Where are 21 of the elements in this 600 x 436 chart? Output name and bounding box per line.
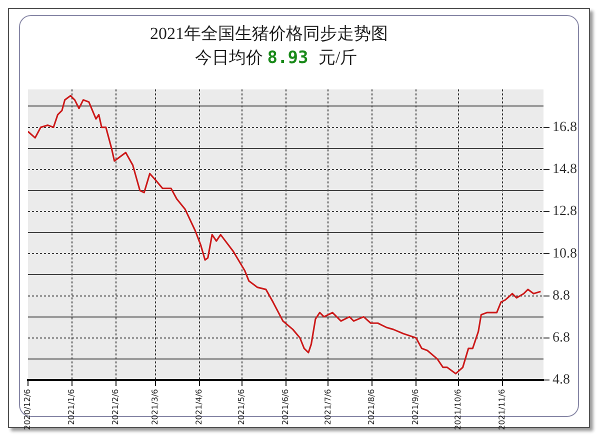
x-tick-label: 2021/5/6 — [236, 388, 246, 425]
y-tick-label: 6.8 — [552, 330, 570, 346]
x-tick-label: 2021/6/6 — [280, 388, 290, 425]
x-tick-label: 2021/3/6 — [150, 388, 160, 425]
y-tick-label: 14.8 — [552, 162, 577, 178]
x-tick-label: 2020/12/6 — [23, 388, 32, 430]
y-tick-label: 10.8 — [552, 246, 577, 262]
x-tick-label: 2021/9/6 — [411, 388, 420, 425]
y-tick-label: 16.8 — [552, 120, 577, 135]
y-tick-label: 8.8 — [552, 288, 570, 304]
y-tick-label: 12.8 — [552, 204, 577, 220]
x-tick-label: 2021/10/6 — [454, 388, 463, 430]
x-tick-label: 2021/2/6 — [110, 388, 120, 425]
x-tick-label: 2021/11/6 — [498, 388, 507, 430]
y-tick-label: 4.8 — [552, 372, 570, 388]
x-tick-label: 2021/1/6 — [66, 388, 76, 425]
x-tick-label: 2021/7/6 — [323, 388, 332, 425]
x-tick-label: 2021/8/6 — [367, 388, 376, 425]
chart-subtitle: 今日均价 8.93 元/斤 — [195, 48, 358, 68]
x-tick-label: 2021/4/6 — [194, 388, 204, 425]
chart-title: 2021年全国生猪价格同步走势图 — [150, 23, 388, 45]
